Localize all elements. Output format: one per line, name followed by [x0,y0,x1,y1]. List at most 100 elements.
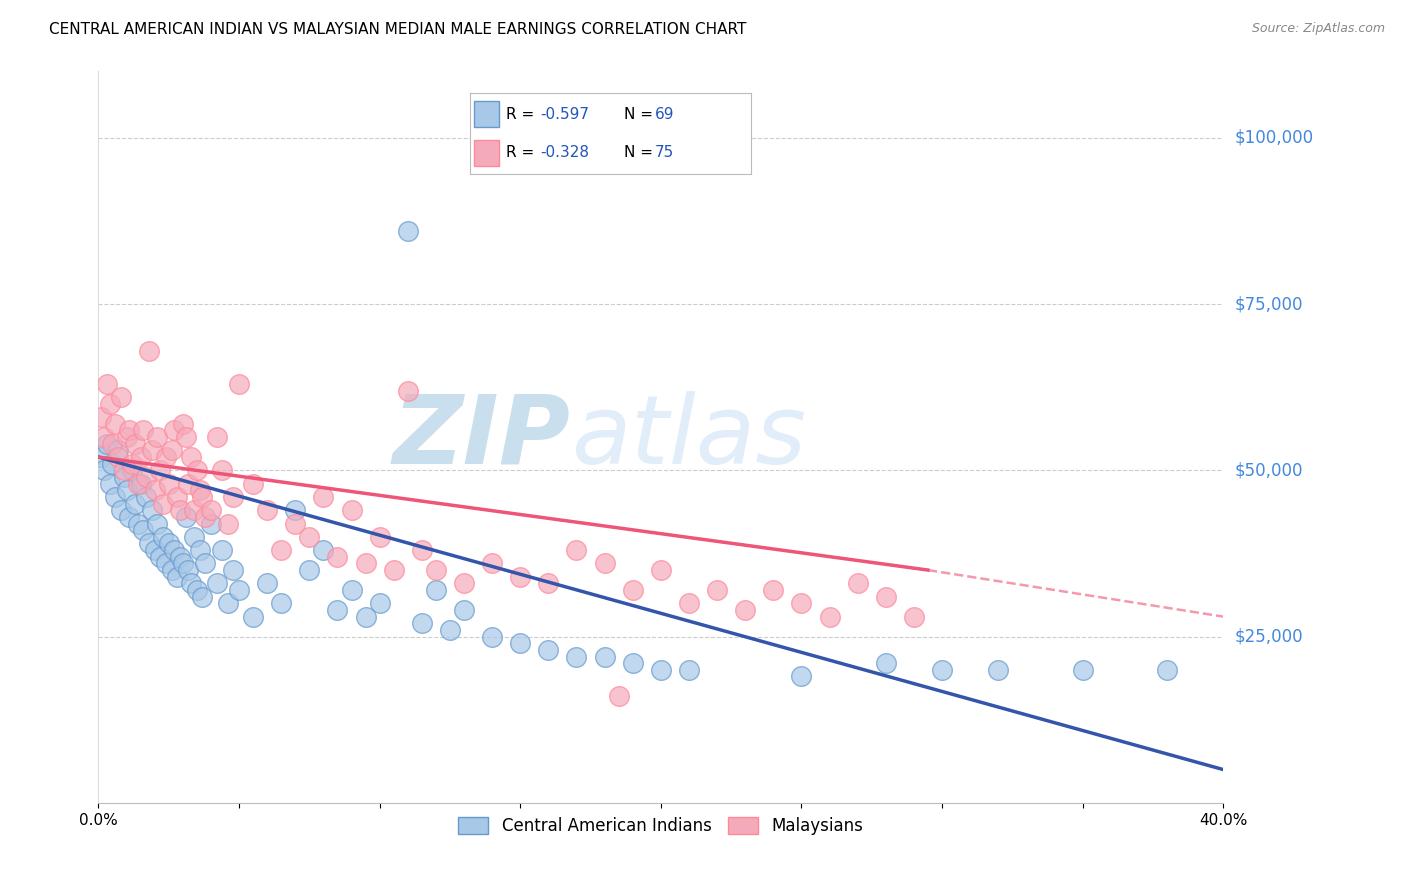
Point [706,582,728,597]
Text: CENTRAL AMERICAN INDIAN VS MALAYSIAN MEDIAN MALE EARNINGS CORRELATION CHART: CENTRAL AMERICAN INDIAN VS MALAYSIAN MED… [49,22,747,37]
Point [135,490,157,504]
Point [191,490,214,504]
Point [453,603,475,617]
Point [228,376,250,391]
Text: $100,000: $100,000 [1234,128,1313,147]
Point [121,457,143,471]
Point [110,390,132,404]
Point [368,596,391,610]
Point [200,503,222,517]
Point [565,649,588,664]
Point [138,343,160,358]
Point [217,596,239,610]
Point [112,463,135,477]
Point [143,543,166,558]
Point [875,656,897,670]
Point [112,470,135,484]
Point [110,503,132,517]
Point [104,417,127,431]
Point [481,630,503,644]
Point [678,596,700,610]
Point [93,463,115,477]
Point [138,536,160,550]
Point [678,663,700,677]
Point [124,436,146,450]
Point [903,609,925,624]
Point [228,582,250,597]
Point [593,557,616,571]
Point [107,450,129,464]
Point [183,530,205,544]
Point [160,563,183,577]
Point [152,530,174,544]
Point [607,690,630,704]
Point [537,576,560,591]
Point [987,663,1010,677]
Point [217,516,239,531]
Point [169,503,191,517]
Point [143,483,166,498]
Point [340,582,363,597]
Point [312,490,335,504]
Point [284,503,307,517]
Point [98,476,121,491]
Point [166,490,188,504]
Point [132,523,155,537]
Point [180,576,202,591]
Point [875,590,897,604]
Point [211,463,233,477]
Point [453,576,475,591]
Point [107,443,129,458]
Point [242,609,264,624]
Point [790,669,813,683]
Text: $50,000: $50,000 [1234,461,1303,479]
Point [593,649,616,664]
Text: $75,000: $75,000 [1234,295,1303,313]
Point [118,424,141,438]
Text: ZIP: ZIP [392,391,571,483]
Point [177,563,200,577]
Point [101,436,124,450]
Point [411,616,433,631]
Point [132,424,155,438]
Point [734,603,756,617]
Point [101,457,124,471]
Point [191,590,214,604]
Point [565,543,588,558]
Point [621,582,644,597]
Point [200,516,222,531]
Point [177,476,200,491]
Point [650,563,672,577]
Point [256,503,278,517]
Legend: Central American Indians, Malaysians: Central American Indians, Malaysians [451,811,870,842]
Point [157,476,180,491]
Point [425,563,447,577]
Point [124,497,146,511]
Point [354,609,377,624]
Point [1071,663,1094,677]
Point [90,450,112,464]
Point [90,410,112,425]
Point [188,543,211,558]
Point [481,557,503,571]
Point [135,470,157,484]
Text: atlas: atlas [571,391,806,483]
Point [396,224,419,238]
Point [146,430,169,444]
Point [194,509,217,524]
Point [174,509,197,524]
Point [509,636,531,650]
Point [368,530,391,544]
Point [146,516,169,531]
Point [312,543,335,558]
Point [163,543,186,558]
Point [396,384,419,398]
Point [183,503,205,517]
Point [152,497,174,511]
Text: Source: ZipAtlas.com: Source: ZipAtlas.com [1251,22,1385,36]
Point [211,543,233,558]
Point [149,463,172,477]
Point [129,476,152,491]
Point [194,557,217,571]
Point [270,543,292,558]
